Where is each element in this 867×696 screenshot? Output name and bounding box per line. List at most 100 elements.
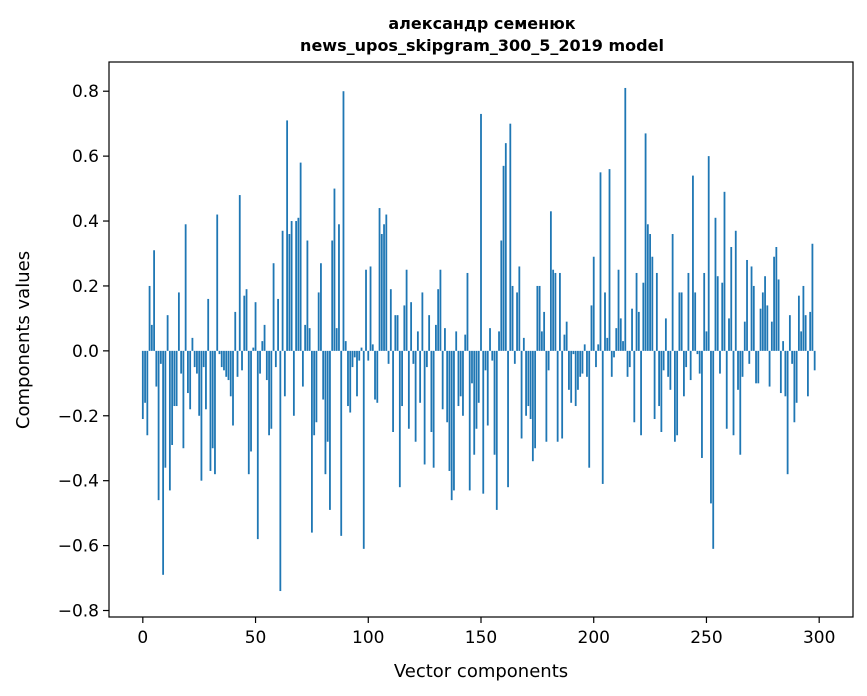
bar	[640, 350, 642, 436]
bar	[773, 256, 775, 351]
bar	[791, 350, 794, 364]
bar	[556, 350, 559, 442]
bar	[184, 224, 187, 351]
bar	[304, 324, 307, 351]
bar	[644, 133, 647, 351]
bar	[441, 350, 444, 410]
bar	[444, 328, 446, 351]
bar	[633, 350, 636, 423]
bar	[511, 285, 514, 351]
bar	[714, 217, 717, 351]
bar	[315, 350, 318, 423]
bar	[301, 350, 304, 387]
bar	[313, 350, 316, 436]
bar	[419, 350, 422, 403]
bar	[495, 350, 498, 510]
bar	[353, 350, 356, 358]
bar	[685, 350, 688, 368]
bar	[552, 269, 555, 351]
bar	[786, 350, 789, 475]
bar	[333, 188, 336, 351]
bar	[236, 350, 239, 377]
bar	[669, 350, 672, 390]
bar	[243, 295, 246, 351]
bar	[750, 266, 753, 351]
bar	[581, 350, 584, 374]
bar	[673, 350, 676, 442]
bar	[173, 350, 176, 407]
bar	[466, 272, 469, 351]
bar	[308, 328, 311, 351]
bar	[527, 350, 530, 407]
bar	[516, 292, 518, 351]
bar	[728, 318, 730, 351]
bar	[493, 350, 496, 455]
bar	[680, 292, 683, 351]
bar	[504, 143, 507, 351]
bar	[775, 247, 778, 351]
bar	[338, 224, 340, 351]
bar	[358, 350, 361, 361]
bar	[651, 256, 654, 351]
bar	[759, 308, 762, 351]
bar	[365, 269, 367, 351]
y-tick-label: −0.2	[58, 407, 99, 427]
bar	[748, 350, 751, 364]
bar	[425, 350, 428, 368]
bar	[374, 350, 376, 400]
bar	[646, 224, 649, 351]
bar	[401, 350, 403, 407]
bar	[701, 350, 703, 458]
bar	[297, 217, 300, 351]
bar	[608, 169, 611, 351]
bar	[601, 350, 604, 484]
bar	[482, 350, 485, 494]
bar	[459, 350, 462, 397]
bar	[597, 344, 600, 351]
bar	[473, 350, 476, 455]
bar	[642, 282, 645, 351]
bar	[471, 350, 473, 384]
bar	[385, 214, 388, 351]
bar	[705, 331, 708, 351]
bar	[698, 350, 701, 374]
bar	[757, 350, 760, 384]
bar	[180, 350, 183, 374]
bar	[218, 350, 221, 355]
chart-title-line1: александр семенюк	[388, 14, 575, 33]
bar	[683, 350, 685, 397]
bar	[200, 350, 203, 481]
bar	[288, 234, 291, 351]
bar	[299, 162, 302, 351]
bar	[146, 350, 149, 436]
bar	[220, 350, 223, 368]
bar	[331, 240, 334, 351]
bar	[565, 321, 568, 351]
bar	[416, 331, 419, 351]
bar	[540, 331, 543, 351]
bar	[522, 337, 525, 351]
bar	[245, 289, 248, 351]
bar	[739, 350, 742, 455]
bar	[247, 350, 250, 475]
bar	[559, 272, 561, 351]
bar	[283, 350, 286, 397]
bar	[256, 350, 259, 540]
bar	[746, 259, 748, 351]
bar	[259, 350, 261, 374]
bar	[351, 350, 354, 368]
bar	[518, 266, 521, 351]
bar	[241, 350, 243, 371]
bar	[324, 350, 327, 475]
bar	[455, 331, 458, 351]
bar	[788, 315, 791, 351]
bar	[761, 292, 764, 351]
bar	[782, 341, 785, 351]
x-tick-label: 250	[690, 628, 722, 648]
bar	[254, 302, 257, 351]
bar	[311, 350, 313, 533]
bar	[721, 282, 724, 351]
bar	[211, 350, 214, 449]
bar	[225, 350, 228, 377]
